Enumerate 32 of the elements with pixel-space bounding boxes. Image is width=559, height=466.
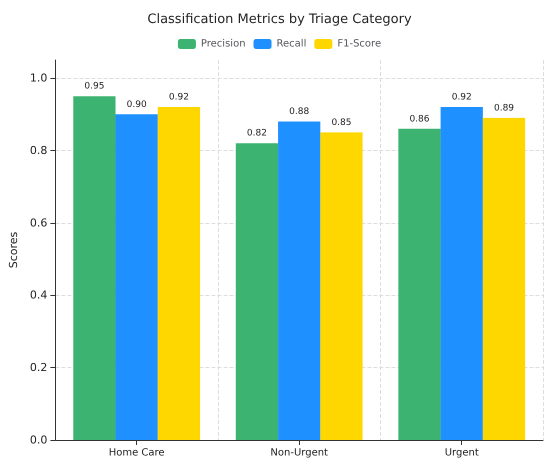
y-tick-label: 0.4: [30, 288, 48, 302]
data-label: 0.92: [168, 92, 189, 103]
data-label: 0.95: [84, 82, 104, 92]
y-tick-label: 1.0: [30, 72, 48, 85]
y-tick-label: 0.8: [30, 144, 48, 157]
bar: [278, 122, 320, 440]
y-tick-label: 0.2: [30, 361, 48, 374]
x-tick-label: Urgent: [444, 448, 479, 458]
y-tick-label: 0.0: [30, 434, 48, 446]
y-tick-label: 0.6: [30, 216, 48, 230]
bar: [320, 132, 363, 440]
data-label: 0.89: [494, 103, 514, 114]
data-label: 0.88: [289, 107, 310, 118]
data-label: 0.85: [331, 118, 352, 128]
bar: [398, 128, 441, 440]
legend-label: Precision: [200, 38, 246, 50]
bar: [236, 143, 278, 440]
legend-label: F1-Score: [337, 38, 382, 50]
y-axis-title: Scores: [7, 231, 20, 268]
bar: [158, 107, 200, 440]
bar: [482, 118, 526, 440]
chart-title: Classification Metrics by Triage Category: [147, 12, 412, 27]
x-tick-label: Non-Urgent: [270, 448, 328, 458]
bar: [73, 96, 116, 440]
bar: [440, 107, 483, 440]
data-label: 0.90: [126, 100, 147, 110]
bar: [116, 114, 158, 440]
legend-label: Recall: [276, 38, 306, 50]
data-label: 0.82: [246, 128, 267, 139]
data-label: 0.92: [452, 92, 472, 103]
data-label: 0.86: [409, 114, 430, 124]
x-tick-label: Home Care: [108, 448, 165, 458]
